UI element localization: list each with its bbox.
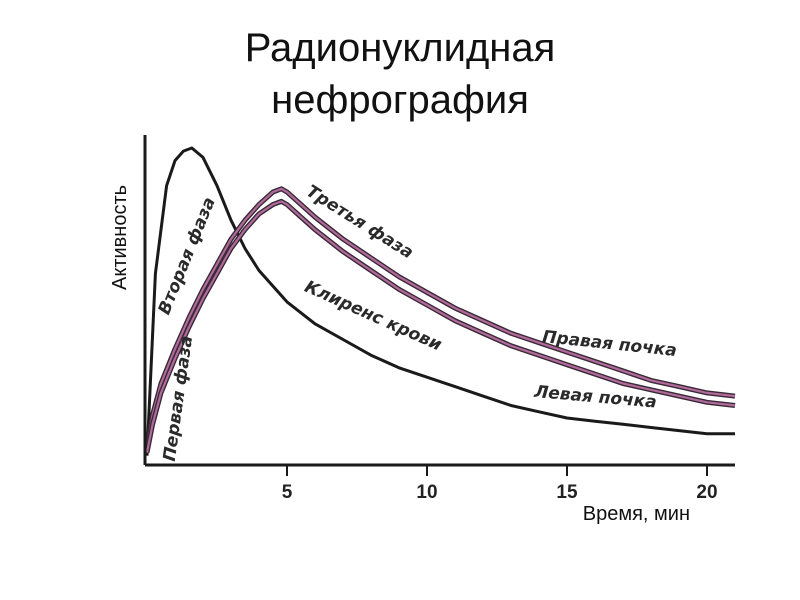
series-left-kidney-highlight xyxy=(145,200,736,453)
series-right-kidney-highlight xyxy=(145,187,736,447)
series-blood-clearance xyxy=(145,146,735,456)
series-left-kidney xyxy=(144,198,736,454)
plot-lines xyxy=(144,146,736,456)
title-line-1: Радионуклидная xyxy=(244,26,556,70)
title-line-2: нефрография xyxy=(271,78,529,122)
y-axis-label: Активность xyxy=(109,185,131,290)
x-tick-label: 10 xyxy=(416,482,437,503)
x-tick-label: 15 xyxy=(556,482,578,503)
x-tick-label: 20 xyxy=(696,482,717,503)
x-tick-label: 5 xyxy=(282,482,293,503)
annotation-1: Первая фаза xyxy=(160,334,197,462)
annotation-5: Правая почка xyxy=(541,327,677,361)
x-ticks: 5 10 15 20 xyxy=(282,465,718,503)
x-axis-label: Время, мин xyxy=(583,503,690,525)
slide-title: Радионуклидная нефрография xyxy=(0,22,800,126)
